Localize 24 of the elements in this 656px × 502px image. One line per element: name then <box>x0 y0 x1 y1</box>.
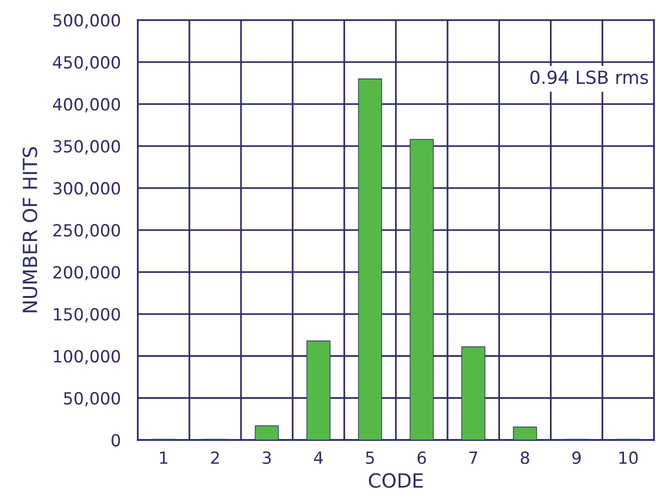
x-axis-title: CODE <box>368 473 423 488</box>
x-tick-label: 1 <box>160 452 168 464</box>
y-tick-label: 200,000 <box>53 266 120 280</box>
x-tick-label: 8 <box>520 451 530 464</box>
y-tick-label: 300,000 <box>53 182 120 196</box>
y-tick-label: 400,000 <box>52 98 120 112</box>
x-tick-label: 5 <box>366 452 374 464</box>
x-tick-label: 9 <box>572 451 581 464</box>
x-tick-label: 3 <box>262 451 271 464</box>
annotation: 0.94 LSB rms <box>530 70 648 84</box>
x-tick-label: 4 <box>314 452 323 464</box>
y-tick-label: 450,000 <box>52 56 120 70</box>
y-tick-label: 250,000 <box>53 224 120 238</box>
y-tick-label: 500,000 <box>53 14 120 28</box>
x-tick-label: 2 <box>211 451 219 464</box>
y-tick-label: 50,000 <box>64 392 120 406</box>
x-tick-label: 7 <box>469 452 478 464</box>
y-tick-label: 100,000 <box>54 350 120 364</box>
y-tick-label: 350,000 <box>53 140 120 154</box>
y-axis-title: NUMBER OF HITS <box>22 147 38 312</box>
x-tick-label: 6 <box>418 451 426 464</box>
y-tick-label: 0 <box>112 434 120 447</box>
x-tick-label: 10 <box>619 451 638 464</box>
y-tick-label: 150,000 <box>54 308 120 322</box>
